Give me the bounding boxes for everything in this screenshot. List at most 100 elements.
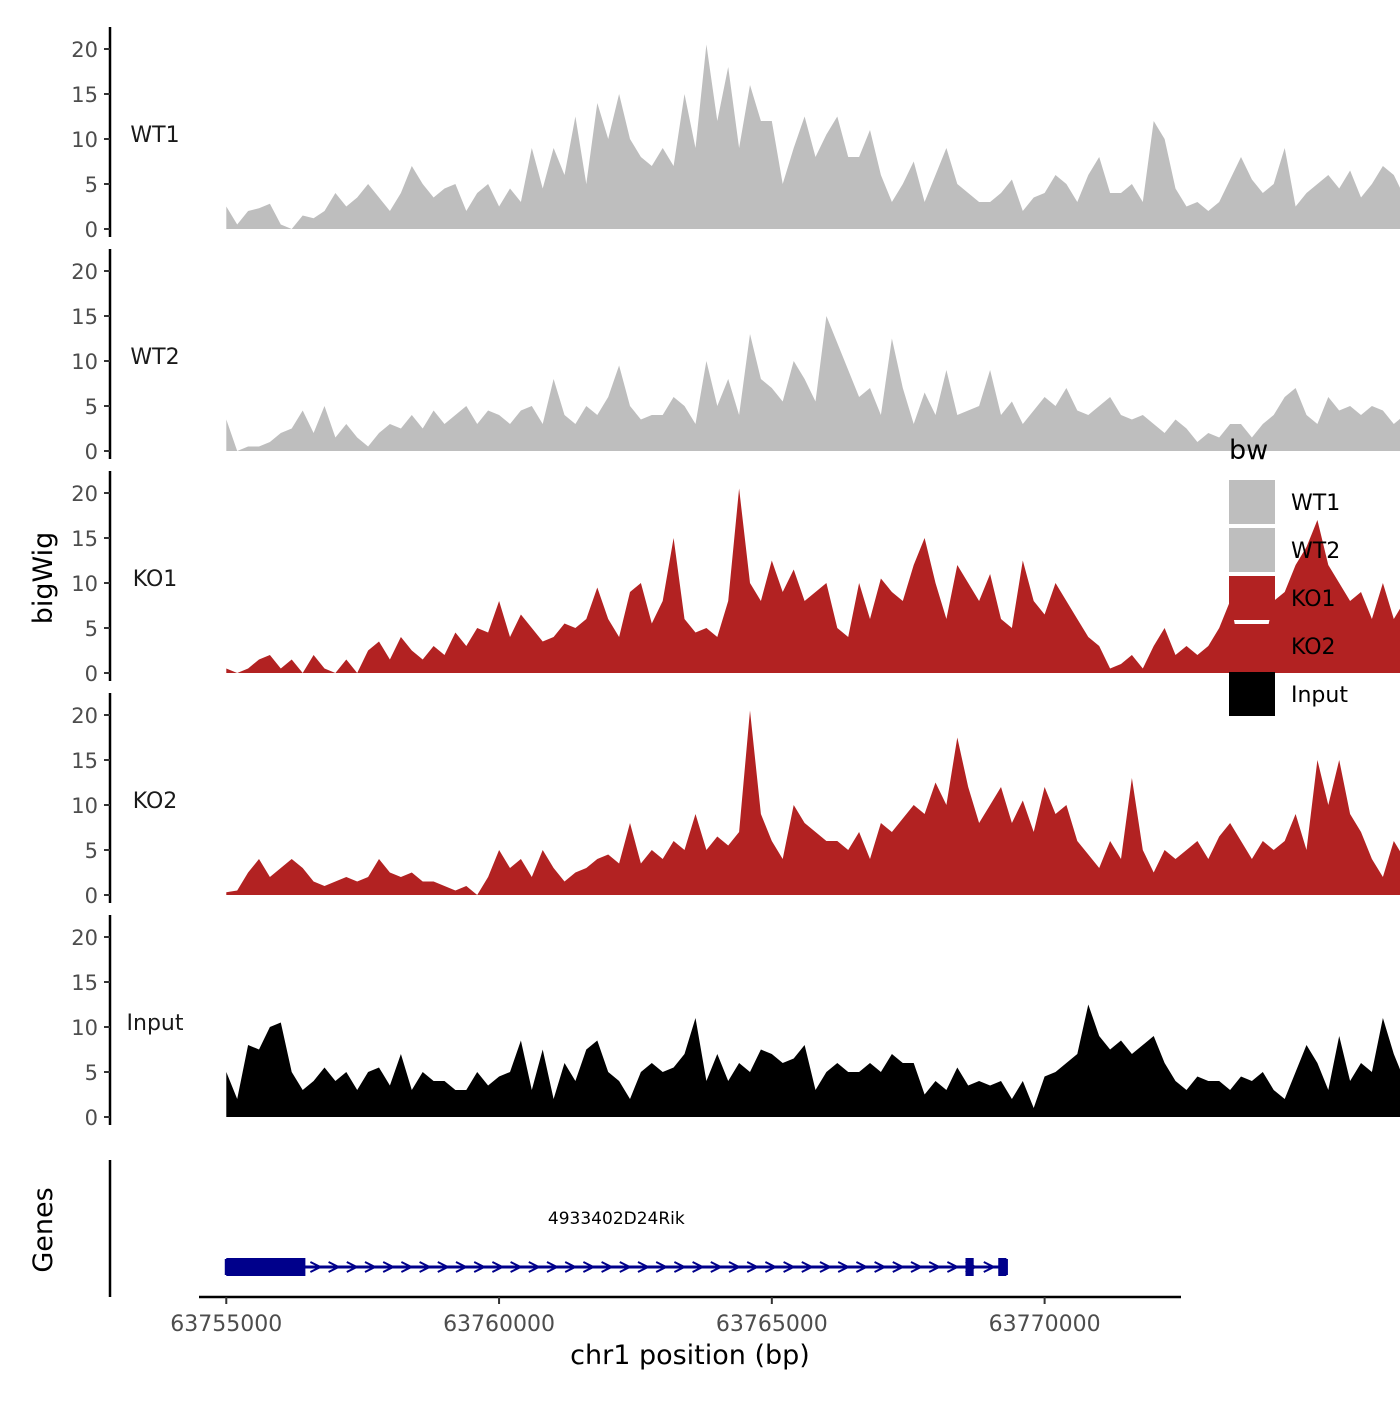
gene-name-label: 4933402D24Rik — [548, 1209, 685, 1229]
legend-swatch-wt1 — [1229, 480, 1275, 524]
track-panels: 0 5 10 15 20 WT1 0 5 10 15 20 WT2 0 5 10 15 20 KO1 0 5 10 15 2… — [71, 27, 1400, 1130]
legend-swatch-input — [1229, 672, 1275, 716]
strand-arrow — [855, 1261, 869, 1273]
strand-arrow — [764, 1261, 778, 1273]
coverage-area-wt2 — [226, 316, 1400, 451]
strand-arrow — [710, 1261, 724, 1273]
strand-arrow — [928, 1261, 942, 1273]
coverage-area-ko2 — [226, 710, 1400, 895]
strand-arrow — [874, 1261, 887, 1273]
x-tick-label: 63755000 — [170, 1312, 282, 1337]
y-axis-title: bigWig — [28, 532, 59, 625]
strand-arrow — [946, 1261, 960, 1273]
track-ko1: 0 5 10 15 20 KO1 — [71, 471, 1400, 686]
strand-arrow — [491, 1261, 505, 1273]
coverage-area-wt1 — [226, 44, 1400, 229]
legend-label-ko2: KO2 — [1291, 635, 1336, 660]
legend-swatch-ko2 — [1229, 624, 1275, 668]
legend: bw WT1 WT2 KO1 KO2 Input — [1229, 435, 1348, 716]
strand-arrow — [837, 1261, 851, 1273]
gene-panel: 4933402D24Rik — [108, 1160, 1008, 1297]
legend-label-wt2: WT2 — [1291, 539, 1340, 564]
strand-arrow — [673, 1261, 687, 1273]
strand-arrow — [819, 1261, 833, 1273]
strand-arrow — [437, 1261, 451, 1273]
x-tick-label: 63765000 — [716, 1312, 828, 1337]
strand-arrow — [546, 1261, 560, 1273]
strand-arrow — [510, 1261, 523, 1273]
legend-swatch-wt2 — [1229, 528, 1275, 572]
x-axis-title: chr1 position (bp) — [570, 1340, 810, 1371]
strand-arrow — [564, 1261, 578, 1273]
track-label-wt2: WT2 — [130, 345, 179, 370]
strand-arrow — [655, 1261, 669, 1273]
y-tick-label: 15 — [71, 749, 98, 773]
strand-arrow — [910, 1261, 924, 1273]
y-tick-label: 20 — [71, 926, 98, 950]
y-tick-label: 0 — [85, 1106, 98, 1130]
legend-label-ko1: KO1 — [1291, 587, 1336, 612]
x-tick-label: 63760000 — [443, 1312, 555, 1337]
strand-arrow — [364, 1261, 378, 1273]
legend-label-input: Input — [1291, 683, 1348, 708]
y-tick-label: 5 — [85, 395, 98, 419]
y-tick-label: 5 — [85, 1061, 98, 1085]
y-tick-label: 20 — [71, 38, 98, 62]
legend-title: bw — [1229, 435, 1268, 466]
coverage-area-ko1 — [226, 488, 1400, 673]
exon-2 — [965, 1258, 974, 1276]
track-wt1: 0 5 10 15 20 WT1 — [71, 27, 1400, 242]
y-tick-label: 10 — [71, 1016, 98, 1040]
strand-arrow — [582, 1261, 596, 1273]
y-tick-label: 20 — [71, 482, 98, 506]
y-tick-label: 0 — [85, 884, 98, 908]
gene-model: 4933402D24Rik — [224, 1209, 1008, 1276]
y-tick-label: 15 — [71, 305, 98, 329]
strand-arrow — [382, 1261, 396, 1273]
y-tick-label: 20 — [71, 704, 98, 728]
strand-arrow — [892, 1261, 906, 1273]
strand-arrow — [309, 1261, 323, 1273]
track-ko2: 0 5 10 15 20 KO2 — [71, 693, 1400, 908]
genes-axis-title: Genes — [28, 1187, 59, 1272]
y-tick-label: 10 — [71, 572, 98, 596]
strand-arrow — [601, 1261, 614, 1273]
strand-arrow — [528, 1261, 542, 1273]
track-label-input: Input — [127, 1011, 184, 1036]
y-tick-label: 20 — [71, 260, 98, 284]
track-label-ko2: KO2 — [133, 789, 178, 814]
strand-arrow — [328, 1261, 341, 1273]
strand-arrow — [783, 1261, 796, 1273]
track-label-wt1: WT1 — [130, 123, 179, 148]
strand-arrow — [746, 1261, 760, 1273]
y-tick-label: 5 — [85, 173, 98, 197]
y-tick-label: 5 — [85, 617, 98, 641]
strand-arrow — [455, 1261, 469, 1273]
x-axis: 63755000 63760000 63765000 63770000 — [170, 1295, 1181, 1337]
strand-arrow — [983, 1261, 997, 1273]
y-tick-label: 5 — [85, 839, 98, 863]
strand-arrow — [419, 1261, 432, 1273]
strand-arrow — [400, 1261, 414, 1273]
strand-arrow — [346, 1261, 360, 1273]
y-tick-label: 0 — [85, 218, 98, 242]
strand-arrow — [619, 1261, 633, 1273]
y-tick-label: 10 — [71, 794, 98, 818]
legend-swatch-ko1 — [1229, 576, 1275, 620]
coverage-area-input — [226, 1004, 1400, 1117]
y-tick-label: 10 — [71, 128, 98, 152]
y-tick-label: 15 — [71, 83, 98, 107]
y-tick-label: 15 — [71, 971, 98, 995]
track-wt2: 0 5 10 15 20 WT2 — [71, 249, 1400, 464]
y-tick-label: 0 — [85, 662, 98, 686]
strand-arrow — [728, 1261, 742, 1273]
y-tick-label: 15 — [71, 527, 98, 551]
exon-1 — [226, 1258, 306, 1276]
exon-3 — [998, 1258, 1007, 1276]
track-input: 0 5 10 15 20 Input — [71, 915, 1400, 1130]
legend-label-wt1: WT1 — [1291, 491, 1340, 516]
y-tick-label: 0 — [85, 440, 98, 464]
strand-arrow — [692, 1261, 705, 1273]
